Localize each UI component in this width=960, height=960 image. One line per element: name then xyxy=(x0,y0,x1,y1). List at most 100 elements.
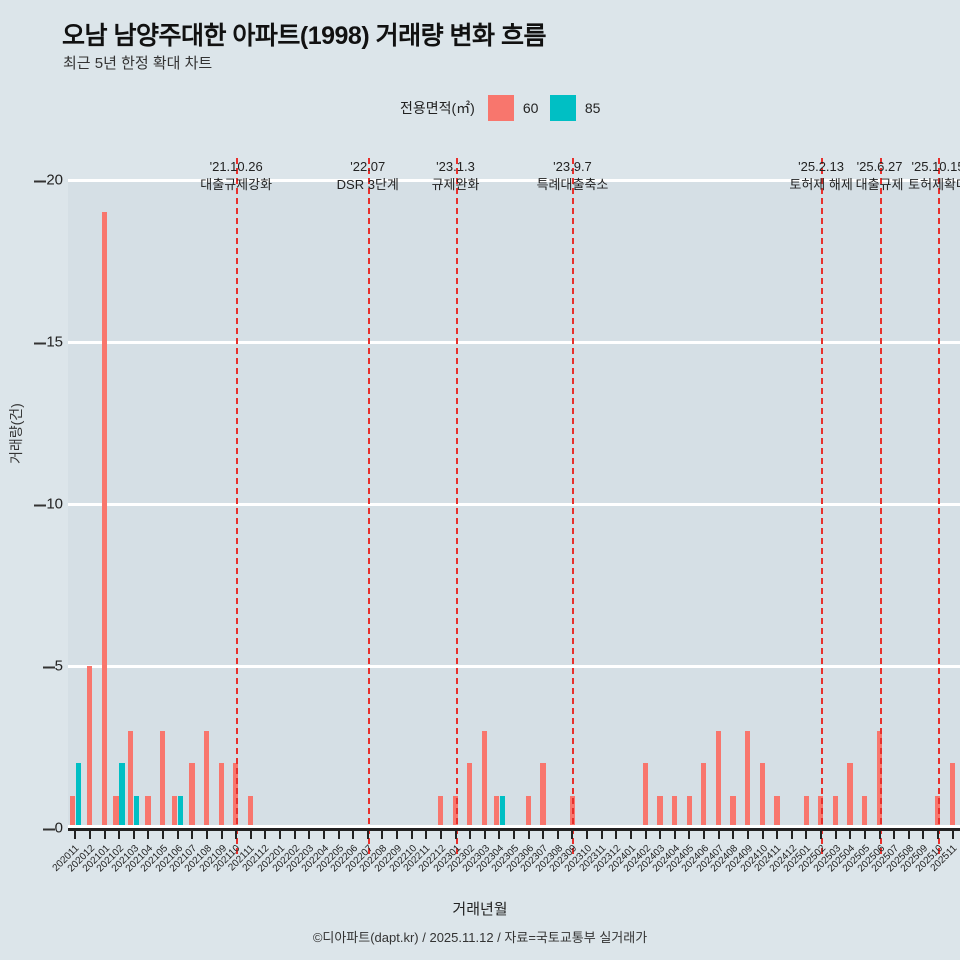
y-axis-tick-label: 0 xyxy=(42,820,63,837)
event-text: 특례대출축소 xyxy=(536,176,609,192)
bar-85 xyxy=(134,795,140,828)
y-axis-title: 거래량(건) xyxy=(8,403,24,464)
x-axis-tick-mark xyxy=(644,828,647,839)
bar-60 xyxy=(525,795,531,828)
x-axis-tick-mark xyxy=(922,828,925,839)
legend: 전용면적(㎡) 60 85 xyxy=(400,95,603,121)
bar-60 xyxy=(493,795,499,828)
y-axis-tick-label: 10 xyxy=(34,496,63,513)
x-axis-tick-mark xyxy=(746,828,749,839)
bar-group xyxy=(521,180,536,828)
event-annotation-label: '21.10.26 대출규제강화 xyxy=(200,158,272,193)
bar-85 xyxy=(119,763,125,828)
event-marker-line xyxy=(236,158,239,854)
x-axis-tick-mark xyxy=(366,828,369,839)
bar-group xyxy=(697,180,712,828)
bar-group xyxy=(799,180,814,828)
x-axis-tick-mark xyxy=(629,828,632,839)
bar-group xyxy=(726,180,741,828)
bar-60 xyxy=(803,795,809,828)
x-axis-tick-mark xyxy=(396,828,399,839)
bar-group xyxy=(141,180,156,828)
event-marker-line xyxy=(821,158,824,854)
footer-credit: ©디아파트(dapt.kr) / 2025.11.12 / 자료=국토교통부 실… xyxy=(312,930,648,945)
x-axis-tick-mark xyxy=(834,828,837,839)
bar-series-container xyxy=(68,180,960,828)
x-axis-tick-mark xyxy=(191,828,194,839)
x-axis-tick-mark xyxy=(542,828,545,839)
bar-group xyxy=(229,180,244,828)
bar-group xyxy=(858,180,873,828)
x-axis-tick-mark xyxy=(425,828,428,839)
x-axis-tick-mark xyxy=(162,828,165,839)
bar-60 xyxy=(86,666,93,828)
bar-60 xyxy=(113,795,119,828)
legend-title: 전용면적(㎡) xyxy=(400,100,475,116)
x-axis-tick-mark xyxy=(337,828,340,839)
x-axis-tick-mark xyxy=(805,828,808,839)
y-axis-tick-mark xyxy=(34,504,47,506)
bar-group xyxy=(477,180,492,828)
event-text: 규제완화 xyxy=(431,176,480,192)
legend-label-85: 85 xyxy=(584,100,601,116)
event-annotation-label: '23.9.7 특례대출축소 xyxy=(537,158,609,193)
event-date: '25.10.15 xyxy=(911,159,960,174)
bar-group xyxy=(243,180,258,828)
bar-group xyxy=(156,180,171,828)
gridline xyxy=(68,340,960,344)
event-annotation-label: '23.1.3 규제완화 xyxy=(432,158,480,193)
x-axis-tick-mark xyxy=(673,828,676,839)
bar-60 xyxy=(128,730,134,828)
x-axis-tick-mark xyxy=(249,828,252,839)
bar-group xyxy=(638,180,653,828)
event-annotation-label: '25.10.15 토허제확대 xyxy=(908,158,960,193)
event-marker-line xyxy=(938,158,941,854)
bar-60 xyxy=(759,763,765,828)
bar-group xyxy=(755,180,770,828)
bar-group xyxy=(200,180,215,828)
y-axis-tick-mark xyxy=(34,180,47,182)
event-marker-line xyxy=(572,158,575,854)
bar-60 xyxy=(774,795,780,828)
x-axis-tick-mark xyxy=(863,828,866,839)
bar-group xyxy=(668,180,683,828)
x-axis-tick-mark xyxy=(586,828,589,839)
x-axis-tick-mark xyxy=(352,828,355,839)
y-axis-tick-mark xyxy=(42,828,55,830)
bar-60 xyxy=(467,763,473,828)
bar-60 xyxy=(160,730,166,828)
x-axis-tick-mark xyxy=(937,828,940,839)
x-axis-tick-labels: 202011 202012 202101 202102 202103 202104 2021… xyxy=(51,843,960,903)
bar-60 xyxy=(832,795,839,828)
bar-group xyxy=(843,180,858,828)
bar-60 xyxy=(69,795,75,828)
x-axis-tick-mark xyxy=(176,828,179,839)
bar-85 xyxy=(177,795,184,828)
bar-60 xyxy=(745,730,751,828)
event-marker-line xyxy=(367,158,370,854)
event-text: 토허제확대 xyxy=(908,176,960,192)
event-text: 대출규제 xyxy=(855,176,904,192)
bar-60 xyxy=(642,763,648,828)
page-title: 오남 남양주대한 아파트(1998) 거래량 변화 흐름 xyxy=(62,22,547,50)
event-date: '22.07 xyxy=(350,159,386,174)
bar-group xyxy=(112,180,127,828)
bar-60 xyxy=(569,795,575,828)
x-axis-tick-mark xyxy=(513,828,515,839)
x-axis-tick-mark xyxy=(571,828,574,839)
x-axis-tick-mark xyxy=(439,828,442,839)
bar-60 xyxy=(949,763,955,828)
x-axis-tick-mark xyxy=(907,828,910,839)
x-axis-tick-mark xyxy=(147,828,150,839)
bar-85 xyxy=(499,795,505,828)
bar-60 xyxy=(935,795,941,828)
x-axis-tick-mark xyxy=(761,828,764,839)
x-axis-tick-mark xyxy=(776,828,779,839)
bar-60 xyxy=(730,795,736,828)
event-text: DSR 3단계 xyxy=(336,176,399,192)
x-axis-tick-mark xyxy=(410,828,413,839)
page-subtitle: 최근 5년 한정 확대 차트 xyxy=(63,55,213,72)
x-axis-tick-mark xyxy=(790,828,793,839)
x-axis-tick-mark xyxy=(74,828,77,839)
